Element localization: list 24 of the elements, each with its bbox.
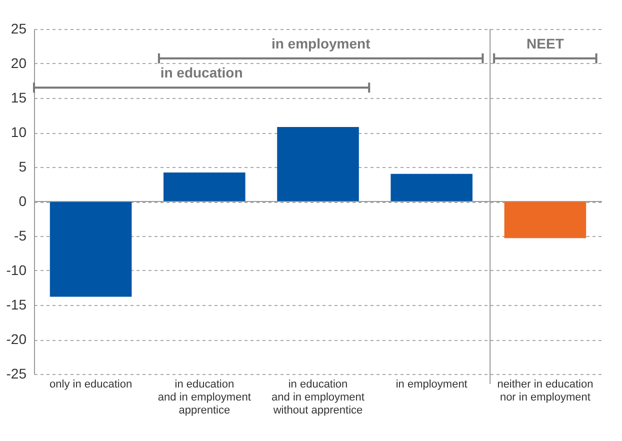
bar (390, 174, 472, 202)
y-tick-label: 0 (18, 193, 27, 209)
x-tick-label: in employment (396, 378, 468, 390)
bar (504, 202, 586, 238)
y-tick-label: -20 (6, 331, 27, 347)
x-tick-label: in education and in employment apprentice (158, 378, 251, 416)
y-tick-label: -5 (14, 228, 27, 244)
y-tick-label: -10 (6, 262, 27, 278)
y-tick-label: 15 (10, 90, 27, 106)
annotation: in employment (271, 35, 371, 52)
bar (277, 126, 359, 202)
y-tick-label: -15 (6, 296, 27, 312)
x-tick-label: in education and in employment without apprentice (272, 378, 364, 416)
bar (50, 202, 132, 297)
y-tick-label: 5 (18, 158, 27, 174)
bar (164, 172, 246, 202)
annotation: in education (160, 64, 243, 81)
x-tick-label: neither in education nor in employment (497, 378, 594, 404)
y-tick-label: 20 (10, 55, 27, 71)
y-tick-label: 10 (10, 124, 27, 140)
y-tick-label: -25 (6, 366, 27, 382)
x-tick-label: only in education (50, 378, 132, 390)
y-tick-label: 25 (10, 20, 27, 36)
annotation: NEET (526, 35, 564, 52)
